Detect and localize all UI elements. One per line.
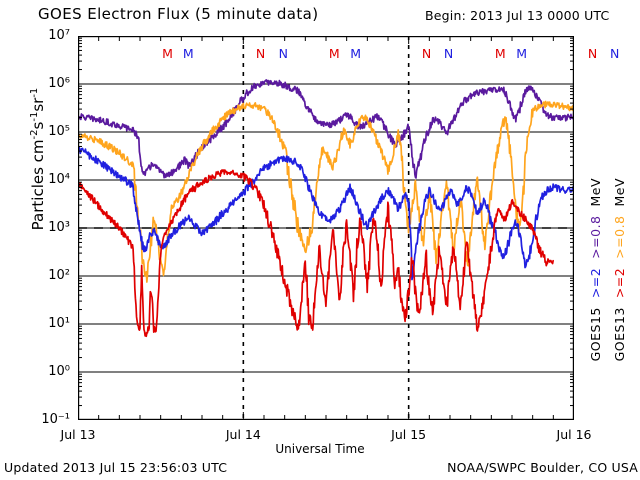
y-tick-label-1e3: 10³	[48, 220, 70, 235]
x-tick-label-jul-16: Jul 16	[556, 427, 592, 442]
x-axis-label: Universal Time	[275, 442, 365, 456]
legend-unit-0: MeV	[588, 178, 603, 207]
marker-n-7: N	[443, 46, 454, 61]
y-tick-label-1e7: 10⁷	[48, 28, 70, 43]
legend-channel-08mev-0: >=0.8	[588, 215, 603, 259]
y-tick-label-1e0: 10⁰	[48, 364, 70, 379]
series-line-goes15-0-8-mev	[78, 79, 574, 179]
updated-timestamp: Updated 2013 Jul 15 23:56:03 UTC	[4, 460, 228, 475]
marker-n-3: N	[278, 46, 288, 61]
legend-gap-c-1	[612, 207, 627, 216]
legend-gap-a-0	[588, 298, 603, 307]
marker-m-5: M	[350, 46, 361, 61]
begin-time-label: Begin: 2013 Jul 13 0000 UTC	[425, 8, 610, 23]
chart-svg	[78, 36, 574, 420]
data-series-group	[78, 79, 574, 338]
marker-m-8: M	[494, 46, 506, 61]
y-tick-label-1e2: 10²	[48, 268, 70, 283]
legend-entry-goes15: GOES15 >=2 >=0.8 MeV	[588, 178, 603, 361]
axis-frame	[78, 36, 574, 420]
marker-n-11: N	[609, 46, 620, 61]
y-axis-label: Particles cm-2s-1sr-1	[29, 29, 47, 289]
marker-m-1: M	[182, 46, 194, 61]
y-tick-label-1e-1: 10⁻¹	[41, 412, 70, 427]
y-axis-exp-2: -1	[29, 111, 40, 122]
legend-gap-c-0	[588, 207, 603, 216]
legend-unit-1: MeV	[612, 178, 627, 207]
legend-entry-goes13: GOES13 >=2 >=0.8 MeV	[612, 178, 627, 361]
x-tick-label-jul-15: Jul 15	[391, 427, 427, 442]
x-tick-label-jul-14: Jul 14	[225, 427, 261, 442]
chart-plot-area	[78, 36, 574, 420]
marker-n-6: N	[421, 46, 432, 61]
marker-m-0: M	[162, 46, 173, 61]
legend-gap-b-0	[588, 259, 603, 268]
x-tick-label-jul-13: Jul 13	[60, 427, 96, 442]
marker-m-4: M	[328, 46, 340, 61]
marker-m-9: M	[516, 46, 528, 61]
y-axis-label-mid2: sr	[29, 97, 47, 112]
legend-channel-2mev-0: >=2	[588, 267, 603, 299]
legend-gap-a-1	[612, 298, 627, 307]
legend-satellite-name-1: GOES13	[612, 307, 627, 362]
y-tick-label-1e6: 10⁶	[48, 76, 70, 91]
source-credit: NOAA/SWPC Boulder, CO USA	[447, 460, 638, 475]
y-tick-label-1e4: 10⁴	[48, 172, 70, 187]
y-tick-label-1e5: 10⁵	[48, 124, 70, 139]
y-tick-label-1e1: 10¹	[48, 316, 70, 331]
marker-n-2: N	[255, 46, 266, 61]
page-title: GOES Electron Flux (5 minute data)	[38, 5, 319, 23]
marker-n-10: N	[587, 46, 598, 61]
series-line-goes13-2-mev	[78, 169, 554, 338]
legend-gap-b-1	[612, 259, 627, 268]
legend-satellite-name-0: GOES15	[588, 307, 603, 362]
legend-channel-08mev-1: >=0.8	[612, 215, 627, 259]
legend-channel-2mev-1: >=2	[612, 267, 627, 299]
